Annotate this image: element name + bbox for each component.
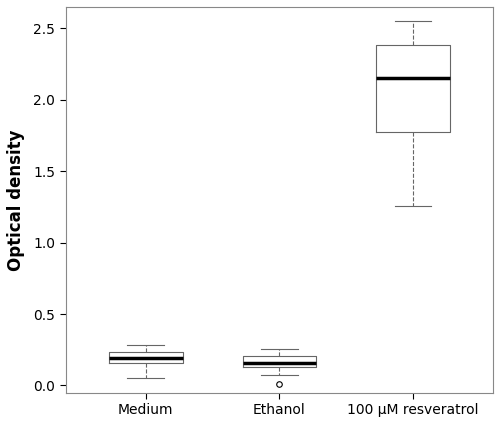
Y-axis label: Optical density: Optical density — [7, 129, 25, 271]
